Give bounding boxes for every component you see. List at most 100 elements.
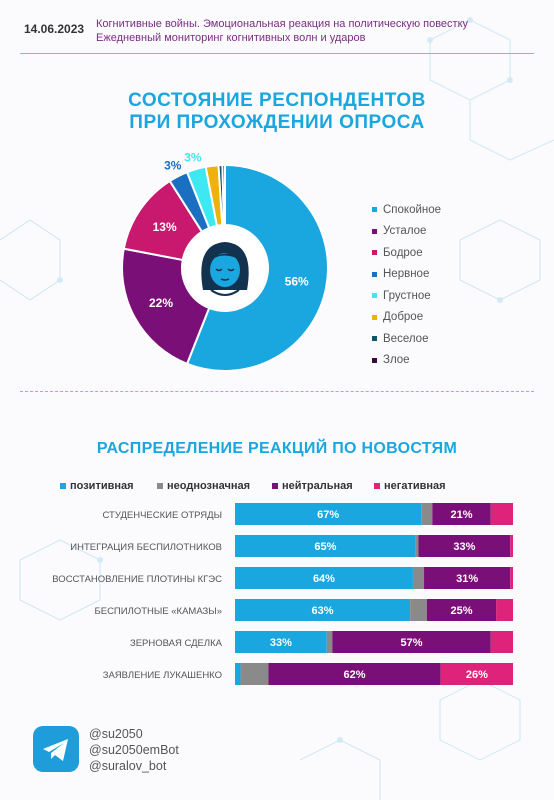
bar-segment	[432, 503, 491, 525]
bar-category-label: ВОССТАНОВЛЕНИЕ ПЛОТИНЫ КГЭС	[52, 574, 222, 585]
legend-item: Злое	[372, 350, 441, 372]
section-divider	[20, 391, 534, 392]
donut-title-line2: ПРИ ПРОХОЖДЕНИИ ОПРОСА	[129, 112, 425, 133]
bar-segment	[421, 503, 433, 525]
bar-segment	[510, 535, 513, 557]
legend-swatch	[372, 250, 377, 256]
bar-chart-title: РАСПРЕДЕЛЕНИЕ РЕАКЦИЙ ПО НОВОСТЯМ	[96, 440, 458, 457]
bar-segment	[440, 663, 513, 685]
legend-swatch	[372, 357, 377, 363]
bar-data-label: 65%	[314, 541, 336, 553]
bar-segment	[235, 599, 411, 621]
donut-chart: 56% 22% 13% 3%3%	[121, 151, 329, 372]
report-title-line1: Когнитивные войны. Эмоциональная реакция…	[96, 18, 469, 30]
bar-segment	[510, 567, 513, 589]
woman-face-icon	[184, 227, 266, 309]
bar-category-label: ЗАЯВЛЕНИЕ ЛУКАШЕНКО	[103, 670, 222, 681]
bar-data-label: 33%	[270, 637, 292, 649]
bar-legend-label: позитивная	[70, 480, 134, 492]
legend-label: Веселое	[383, 332, 429, 345]
legend-label: Спокойное	[383, 203, 442, 216]
donut-slice	[121, 247, 211, 366]
bar-data-label: 25%	[451, 605, 473, 617]
bar-data-label: 63%	[312, 605, 334, 617]
bar-legend-label: неоднозначная	[167, 480, 251, 492]
bar-segment	[240, 663, 269, 685]
legend-item: Усталое	[372, 221, 441, 243]
legend-item: Нервное	[372, 264, 441, 286]
bar-data-label: 64%	[313, 573, 335, 585]
legend-swatch	[372, 207, 377, 213]
bar-segment	[235, 663, 241, 685]
legend-swatch	[372, 293, 377, 299]
channel-handles: @su2050 @su2050emBot @suralov_bot	[89, 726, 179, 774]
bar-segment	[268, 663, 441, 685]
donut-data-label: 3%	[184, 151, 202, 165]
bar-data-label: 26%	[466, 669, 488, 681]
legend-swatch	[372, 314, 377, 320]
legend-label: Нервное	[383, 268, 430, 281]
bar-segment	[415, 535, 419, 557]
bar-legend-swatch	[60, 483, 66, 489]
telegram-icon[interactable]	[33, 726, 79, 772]
bar-category-label: ЗЕРНОВАЯ СДЕЛКА	[130, 638, 223, 649]
bar-legend-swatch	[374, 483, 380, 489]
bar-data-label: 67%	[317, 509, 339, 521]
bar-segment	[412, 567, 425, 589]
donut-legend: Спокойное Усталое Бодрое Нервное Грустное Доб…	[372, 199, 441, 371]
bar-legend-label: негативная	[384, 480, 446, 492]
report-title: Когнитивные войны. Эмоциональная реакция…	[96, 17, 468, 45]
donut-data-label: 22%	[149, 296, 173, 310]
bar-segment	[490, 631, 513, 653]
bar-legend-swatch	[272, 483, 278, 489]
bar-data-label: 21%	[451, 509, 473, 521]
legend-item: Спокойное	[372, 199, 441, 221]
handle-link[interactable]: @su2050emBot	[89, 743, 179, 757]
donut-slice	[221, 163, 226, 227]
bar-legend-item: нейтральная	[272, 480, 353, 492]
bar-segment	[332, 631, 491, 653]
legend-item: Грустное	[372, 285, 441, 307]
handle-link[interactable]: @suralov_bot	[89, 759, 167, 773]
bar-segment	[424, 567, 511, 589]
bar-data-label: 62%	[344, 669, 366, 681]
legend-label: Доброе	[383, 311, 424, 324]
donut-title-line1: СОСТОЯНИЕ РЕСПОНДЕНТОВ	[128, 90, 426, 111]
bar-segment	[235, 631, 327, 653]
legend-label: Бодрое	[383, 246, 423, 259]
bar-segment	[235, 535, 416, 557]
donut-data-label: 56%	[285, 275, 309, 289]
bar-segment	[496, 599, 513, 621]
donut-slice	[185, 163, 329, 372]
legend-label: Злое	[383, 354, 410, 367]
bar-legend-label: нейтральная	[282, 480, 353, 492]
legend-item: Доброе	[372, 307, 441, 329]
legend-item: Веселое	[372, 328, 441, 350]
legend-item: Бодрое	[372, 242, 441, 264]
donut-data-label: 3%	[164, 159, 182, 173]
legend-swatch	[372, 271, 377, 277]
legend-swatch	[372, 228, 377, 234]
bar-data-label: 57%	[401, 637, 423, 649]
stacked-bar-chart: СТУДЕНЧЕСКИЕ ОТРЯДЫ 67% 21% ИНТЕГРАЦИЯ БЕСП…	[52, 503, 513, 685]
bar-category-label: ИНТЕГРАЦИЯ БЕСПИЛОТНИКОВ	[70, 542, 222, 553]
report-date: 14.06.2023	[24, 22, 85, 36]
bar-legend-swatch	[157, 483, 163, 489]
bar-category-label: СТУДЕНЧЕСКИЕ ОТРЯДЫ	[103, 510, 222, 521]
bar-segment	[418, 535, 511, 557]
header: 14.06.2023 Когнитивные войны. Эмоциональ…	[0, 0, 554, 56]
bar-segment	[326, 631, 333, 653]
bar-segment	[490, 503, 513, 525]
bar-segment	[235, 503, 422, 525]
legend-label: Усталое	[383, 225, 427, 238]
bar-segment	[426, 599, 497, 621]
bar-segment	[410, 599, 427, 621]
bar-category-label: БЕСПИЛОТНЫЕ «КАМАЗЫ»	[95, 606, 223, 617]
bar-segment	[235, 567, 413, 589]
donut-data-label: 13%	[153, 220, 177, 234]
bar-data-label: 31%	[456, 573, 478, 585]
bar-data-label: 33%	[453, 541, 475, 553]
report-title-line2: Ежедневный мониторинг когнитивных волн и…	[96, 32, 366, 44]
bar-legend-item: позитивная	[60, 480, 134, 492]
handle-link[interactable]: @su2050	[89, 727, 143, 741]
